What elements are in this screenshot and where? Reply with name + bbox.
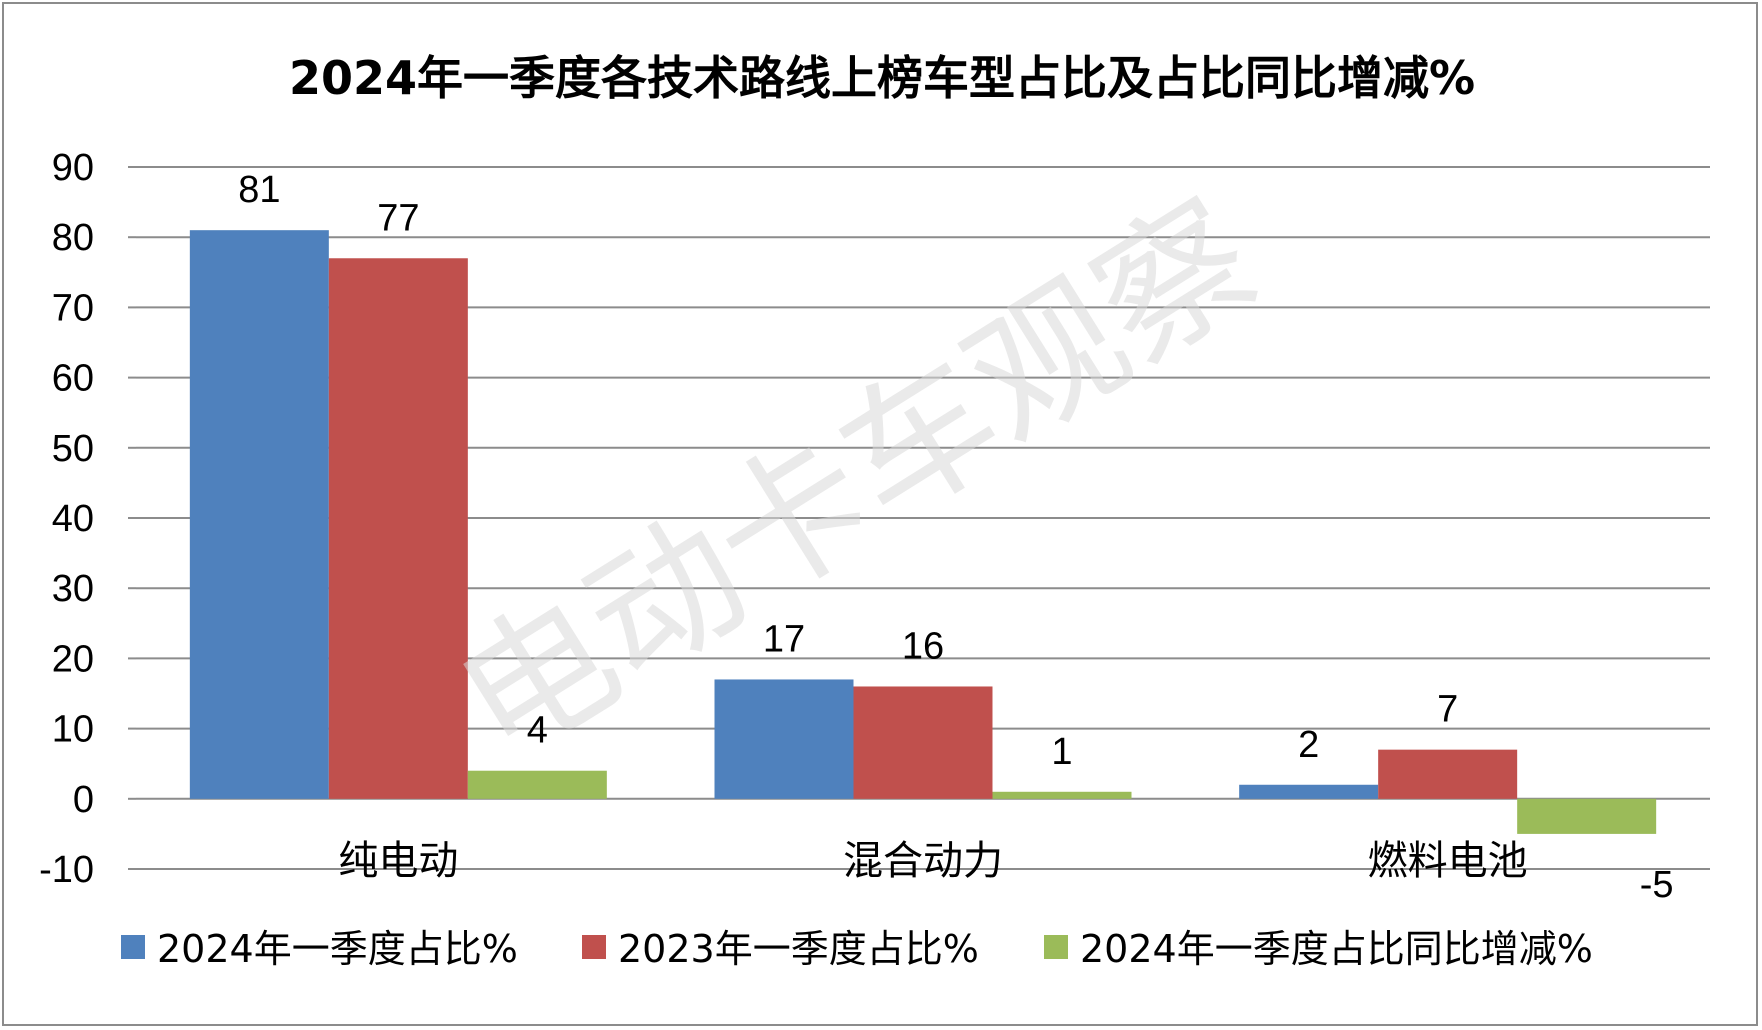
data-label: 81 xyxy=(238,169,280,211)
data-label: 2 xyxy=(1298,724,1319,766)
bar-series-3 xyxy=(467,770,607,799)
legend: 2024年一季度占比% 2023年一季度占比% 2024年一季度占比同比增减% xyxy=(121,927,1593,971)
chart-title: 2024年一季度各技术路线上榜车型占比及占比同比增减% xyxy=(289,51,1475,105)
legend-label: 2023年一季度占比% xyxy=(618,927,979,971)
bar-series-2 xyxy=(328,258,468,799)
data-label: 17 xyxy=(763,618,805,660)
bars xyxy=(189,230,1657,834)
data-label: 16 xyxy=(902,625,944,667)
data-label: 7 xyxy=(1437,689,1458,731)
bar-series-3 xyxy=(992,791,1132,799)
legend-label: 2024年一季度占比同比增减% xyxy=(1080,927,1593,971)
y-tick-label: 60 xyxy=(52,358,94,400)
y-tick-label: 40 xyxy=(52,498,94,540)
legend-label: 2024年一季度占比% xyxy=(157,927,518,971)
data-labels: 81 17 2 77 16 7 4 1 -5 xyxy=(238,169,1673,906)
y-tick-label: 50 xyxy=(52,428,94,470)
legend-swatch xyxy=(121,935,145,959)
y-tick-label: 10 xyxy=(52,709,94,751)
y-tick-label: 0 xyxy=(73,779,94,821)
legend-swatch xyxy=(582,935,606,959)
bar-series-1 xyxy=(1239,784,1379,799)
y-tick-label: 30 xyxy=(52,568,94,610)
category-label: 纯电动 xyxy=(338,838,458,884)
chart-svg: 2024年一季度各技术路线上榜车型占比及占比同比增减% 908070605040… xyxy=(39,51,1710,971)
category-labels: 纯电动 混合动力 燃料电池 xyxy=(338,838,1527,884)
y-tick-label: -10 xyxy=(39,849,94,891)
data-label: 4 xyxy=(527,710,548,752)
bar-series-3 xyxy=(1517,798,1657,834)
category-label: 混合动力 xyxy=(843,838,1003,884)
y-tick-label: 70 xyxy=(52,287,94,329)
y-tick-label: 90 xyxy=(52,147,94,189)
legend-swatch xyxy=(1044,935,1068,959)
bar-series-1 xyxy=(714,679,854,799)
bar-series-2 xyxy=(853,686,993,799)
category-label: 燃料电池 xyxy=(1368,838,1528,884)
data-label: 1 xyxy=(1051,731,1072,773)
data-label: -5 xyxy=(1640,864,1674,906)
bar-series-1 xyxy=(189,230,329,799)
y-tick-label: 80 xyxy=(52,217,94,259)
y-tick-label: 20 xyxy=(52,638,94,680)
y-axis-ticks: 90 80 70 60 50 40 30 20 10 0 -10 xyxy=(39,147,94,891)
data-label: 77 xyxy=(377,197,419,239)
bar-series-2 xyxy=(1378,749,1518,799)
